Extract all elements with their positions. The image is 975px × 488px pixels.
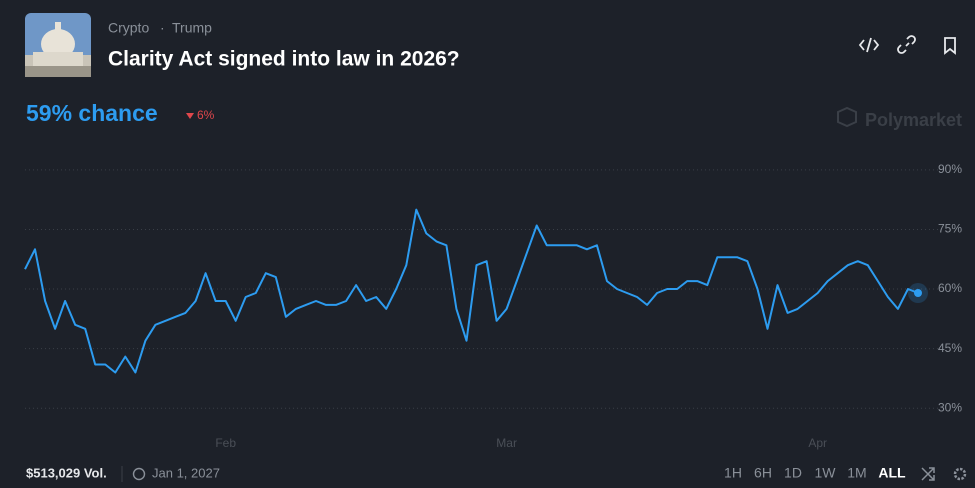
- brand-logo: [837, 106, 857, 128]
- bookmark-icon[interactable]: [944, 37, 956, 55]
- x-tick-label: Apr: [808, 436, 827, 450]
- tag[interactable]: Crypto: [108, 20, 149, 36]
- embed-icon[interactable]: [858, 37, 880, 53]
- link-icon[interactable]: [897, 35, 916, 54]
- plot: 30% 45% 60% 75% 90% Feb Mar Apr: [24, 162, 962, 450]
- x-tick-label: Feb: [215, 436, 236, 450]
- range-button[interactable]: 6H: [754, 465, 772, 481]
- x-tick-label: Mar: [496, 436, 517, 450]
- range-button[interactable]: ALL: [878, 465, 906, 481]
- settings-icon[interactable]: [953, 467, 967, 481]
- end-point: [914, 289, 922, 298]
- range-button[interactable]: 1D: [784, 465, 802, 481]
- chance: 59% chance: [26, 100, 158, 126]
- market-title: Clarity Act signed into law in 2026?: [108, 48, 460, 71]
- change: 6%: [197, 108, 215, 122]
- shuffle-icon[interactable]: [921, 467, 935, 481]
- down-arrow: [186, 113, 194, 119]
- clock-icon: [132, 467, 146, 481]
- range-buttons: 1H 6H 1D 1W 1M ALL: [724, 465, 906, 481]
- y-tick-label: 45%: [938, 341, 962, 355]
- y-tick-label: 75%: [938, 222, 962, 236]
- end-date: Jan 1, 2027: [152, 465, 220, 480]
- brand: Polymarket: [865, 110, 962, 130]
- volume: $513,029 Vol.: [26, 465, 107, 480]
- range-button[interactable]: 1H: [724, 465, 742, 481]
- range-button[interactable]: 1M: [847, 465, 866, 481]
- separator: ·: [160, 20, 165, 36]
- y-tick-label: 30%: [938, 400, 962, 414]
- price-line: [24, 208, 919, 374]
- y-tick-label: 90%: [938, 162, 962, 176]
- thumbnail: [25, 13, 91, 77]
- tag[interactable]: Trump: [172, 20, 212, 36]
- y-tick-label: 60%: [938, 281, 962, 295]
- range-button[interactable]: 1W: [815, 465, 837, 481]
- toolbar: [858, 35, 956, 55]
